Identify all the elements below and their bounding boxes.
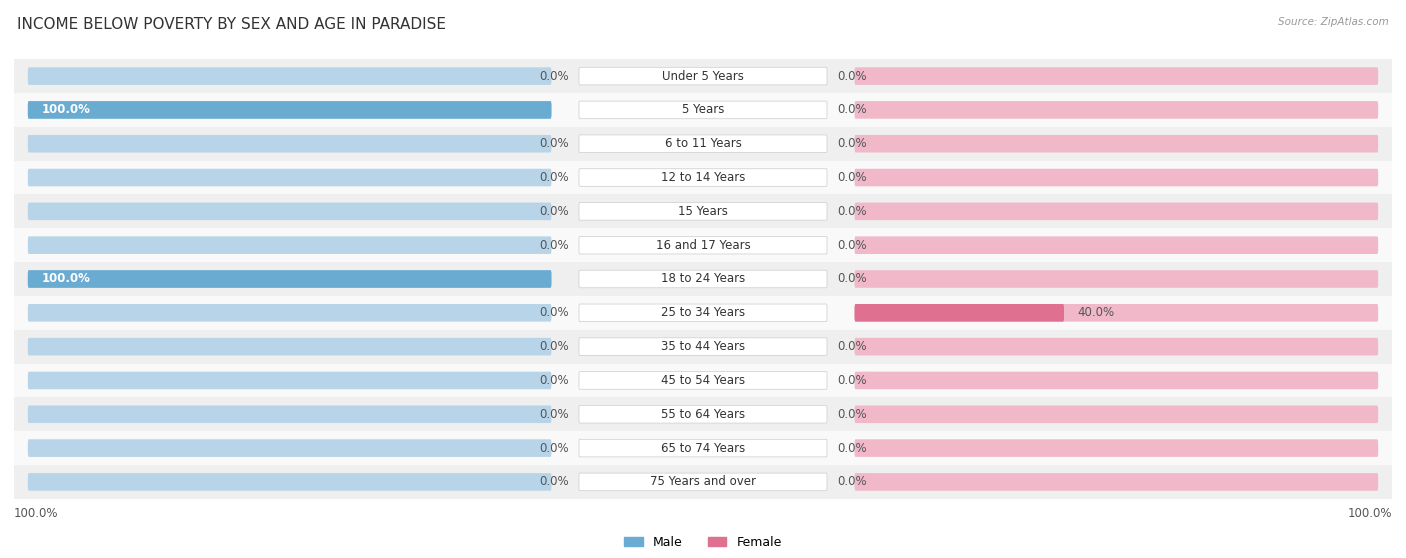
Text: 75 Years and over: 75 Years and over xyxy=(650,475,756,488)
Text: 100.0%: 100.0% xyxy=(42,103,90,117)
FancyBboxPatch shape xyxy=(579,169,827,186)
Text: 0.0%: 0.0% xyxy=(838,441,868,455)
FancyBboxPatch shape xyxy=(28,304,551,321)
FancyBboxPatch shape xyxy=(28,406,551,423)
Text: 5 Years: 5 Years xyxy=(682,103,724,117)
Text: 0.0%: 0.0% xyxy=(838,239,868,252)
Text: 55 to 64 Years: 55 to 64 Years xyxy=(661,408,745,421)
FancyBboxPatch shape xyxy=(28,237,551,254)
FancyBboxPatch shape xyxy=(855,406,1378,423)
Text: 6 to 11 Years: 6 to 11 Years xyxy=(665,137,741,150)
FancyBboxPatch shape xyxy=(28,169,551,186)
Bar xyxy=(14,161,1392,194)
Bar xyxy=(14,431,1392,465)
Text: 35 to 44 Years: 35 to 44 Years xyxy=(661,340,745,353)
Text: 40.0%: 40.0% xyxy=(1078,306,1115,319)
FancyBboxPatch shape xyxy=(855,237,1378,254)
Text: 0.0%: 0.0% xyxy=(538,340,568,353)
FancyBboxPatch shape xyxy=(28,135,551,152)
Bar xyxy=(14,330,1392,364)
Text: 0.0%: 0.0% xyxy=(838,340,868,353)
FancyBboxPatch shape xyxy=(28,203,551,220)
Bar xyxy=(14,465,1392,499)
Legend: Male, Female: Male, Female xyxy=(619,531,787,554)
FancyBboxPatch shape xyxy=(855,304,1064,321)
Text: 0.0%: 0.0% xyxy=(538,441,568,455)
FancyBboxPatch shape xyxy=(28,270,551,288)
Text: 16 and 17 Years: 16 and 17 Years xyxy=(655,239,751,252)
Text: 0.0%: 0.0% xyxy=(838,475,868,488)
FancyBboxPatch shape xyxy=(579,68,827,85)
FancyBboxPatch shape xyxy=(855,439,1378,457)
FancyBboxPatch shape xyxy=(28,473,551,490)
FancyBboxPatch shape xyxy=(579,304,827,321)
FancyBboxPatch shape xyxy=(855,473,1378,490)
FancyBboxPatch shape xyxy=(579,473,827,490)
FancyBboxPatch shape xyxy=(28,338,551,355)
FancyBboxPatch shape xyxy=(579,338,827,355)
FancyBboxPatch shape xyxy=(579,237,827,254)
Text: 100.0%: 100.0% xyxy=(14,507,59,520)
Text: 0.0%: 0.0% xyxy=(838,70,868,83)
FancyBboxPatch shape xyxy=(28,270,551,288)
Text: 0.0%: 0.0% xyxy=(838,103,868,117)
Text: 0.0%: 0.0% xyxy=(838,171,868,184)
FancyBboxPatch shape xyxy=(855,270,1378,288)
Text: Under 5 Years: Under 5 Years xyxy=(662,70,744,83)
Bar xyxy=(14,262,1392,296)
Text: 15 Years: 15 Years xyxy=(678,205,728,218)
Text: 0.0%: 0.0% xyxy=(838,137,868,150)
FancyBboxPatch shape xyxy=(855,135,1378,152)
FancyBboxPatch shape xyxy=(855,203,1378,220)
Text: INCOME BELOW POVERTY BY SEX AND AGE IN PARADISE: INCOME BELOW POVERTY BY SEX AND AGE IN P… xyxy=(17,17,446,32)
Bar xyxy=(14,228,1392,262)
FancyBboxPatch shape xyxy=(855,304,1378,321)
Text: Source: ZipAtlas.com: Source: ZipAtlas.com xyxy=(1278,17,1389,27)
Text: 100.0%: 100.0% xyxy=(1347,507,1392,520)
Text: 0.0%: 0.0% xyxy=(538,70,568,83)
Text: 0.0%: 0.0% xyxy=(838,374,868,387)
Text: 0.0%: 0.0% xyxy=(538,205,568,218)
Bar xyxy=(14,93,1392,127)
Bar xyxy=(14,194,1392,228)
Text: 65 to 74 Years: 65 to 74 Years xyxy=(661,441,745,455)
Text: 0.0%: 0.0% xyxy=(538,137,568,150)
Text: 0.0%: 0.0% xyxy=(538,306,568,319)
FancyBboxPatch shape xyxy=(579,203,827,220)
FancyBboxPatch shape xyxy=(855,169,1378,186)
Text: 0.0%: 0.0% xyxy=(838,272,868,286)
Text: 25 to 34 Years: 25 to 34 Years xyxy=(661,306,745,319)
FancyBboxPatch shape xyxy=(579,101,827,119)
Text: 0.0%: 0.0% xyxy=(838,205,868,218)
FancyBboxPatch shape xyxy=(28,101,551,119)
FancyBboxPatch shape xyxy=(579,135,827,152)
Bar xyxy=(14,364,1392,397)
Text: 0.0%: 0.0% xyxy=(538,374,568,387)
Bar xyxy=(14,397,1392,431)
FancyBboxPatch shape xyxy=(28,101,551,119)
FancyBboxPatch shape xyxy=(579,439,827,457)
Text: 0.0%: 0.0% xyxy=(538,475,568,488)
FancyBboxPatch shape xyxy=(855,68,1378,85)
FancyBboxPatch shape xyxy=(579,372,827,389)
Text: 45 to 54 Years: 45 to 54 Years xyxy=(661,374,745,387)
FancyBboxPatch shape xyxy=(855,338,1378,355)
Text: 12 to 14 Years: 12 to 14 Years xyxy=(661,171,745,184)
Bar xyxy=(14,59,1392,93)
FancyBboxPatch shape xyxy=(855,101,1378,119)
Text: 0.0%: 0.0% xyxy=(538,239,568,252)
FancyBboxPatch shape xyxy=(855,372,1378,389)
FancyBboxPatch shape xyxy=(28,372,551,389)
FancyBboxPatch shape xyxy=(28,68,551,85)
Text: 18 to 24 Years: 18 to 24 Years xyxy=(661,272,745,286)
FancyBboxPatch shape xyxy=(579,270,827,288)
Text: 100.0%: 100.0% xyxy=(42,272,90,286)
Text: 0.0%: 0.0% xyxy=(838,408,868,421)
Bar xyxy=(14,296,1392,330)
FancyBboxPatch shape xyxy=(579,406,827,423)
Bar xyxy=(14,127,1392,161)
FancyBboxPatch shape xyxy=(28,439,551,457)
Text: 0.0%: 0.0% xyxy=(538,171,568,184)
Text: 0.0%: 0.0% xyxy=(538,408,568,421)
